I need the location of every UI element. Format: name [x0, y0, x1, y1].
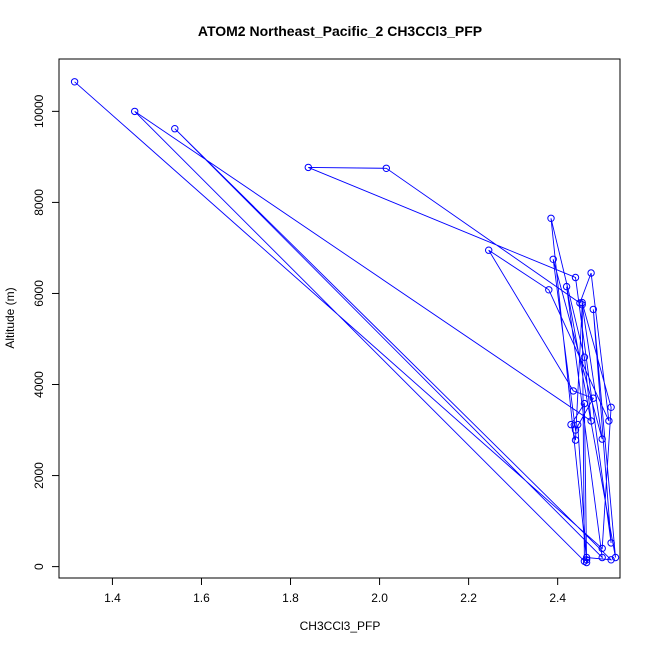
data-point	[485, 246, 493, 254]
y-tick-label: 8000	[32, 189, 46, 216]
x-tick-label: 2.0	[371, 591, 388, 605]
data-point	[598, 435, 606, 443]
y-axis-label: Altitude (m)	[3, 287, 17, 348]
data-point	[589, 305, 597, 314]
y-tick-label: 10000	[32, 94, 46, 128]
data-point	[578, 301, 586, 309]
data-point	[587, 417, 595, 425]
data-point	[131, 107, 139, 116]
x-tick-label: 1.4	[104, 591, 121, 605]
x-tick-label: 2.2	[460, 591, 477, 605]
x-tick-label: 1.8	[282, 591, 299, 605]
x-axis-label: CH3CCl3_PFP	[300, 619, 381, 633]
data-point	[70, 78, 79, 86]
data-point	[571, 436, 580, 444]
data-point	[598, 544, 606, 553]
data-point	[545, 286, 553, 294]
data-point	[171, 125, 179, 133]
data-point	[571, 273, 580, 282]
data-point	[547, 214, 555, 223]
data-point	[589, 394, 597, 402]
data-point	[607, 403, 615, 411]
data-point	[587, 269, 595, 277]
y-tick-label: 4000	[32, 371, 46, 398]
data-point	[576, 299, 584, 307]
data-point	[607, 556, 615, 564]
data-point	[562, 282, 571, 291]
data-point	[598, 553, 606, 562]
data-point	[611, 553, 620, 562]
series-layer	[70, 78, 620, 567]
y-axis: 0 2000 4000 6000 8000 10000	[32, 94, 60, 570]
data-point	[569, 387, 577, 395]
data-point	[549, 255, 557, 263]
data-point	[582, 556, 591, 564]
plot-frame	[58, 58, 621, 579]
data-point	[605, 417, 613, 425]
x-tick-label: 1.6	[193, 591, 210, 605]
y-tick-label: 6000	[32, 280, 46, 307]
data-point	[304, 163, 312, 172]
data-point	[574, 420, 582, 429]
series-line	[74, 81, 616, 563]
y-tick-label: 2000	[32, 462, 46, 489]
chart-title: ATOM2 Northeast_Pacific_2 CH3CCl3_PFP	[198, 23, 482, 39]
y-tick-label: 0	[32, 563, 46, 570]
data-point	[582, 553, 591, 562]
x-axis: 1.4 1.6 1.8 2.0 2.2 2.4	[104, 577, 566, 605]
data-point	[607, 539, 615, 547]
data-point	[382, 164, 390, 173]
data-point	[580, 353, 589, 361]
data-point	[580, 399, 589, 408]
x-tick-label: 2.4	[549, 591, 566, 605]
data-point	[582, 558, 591, 567]
